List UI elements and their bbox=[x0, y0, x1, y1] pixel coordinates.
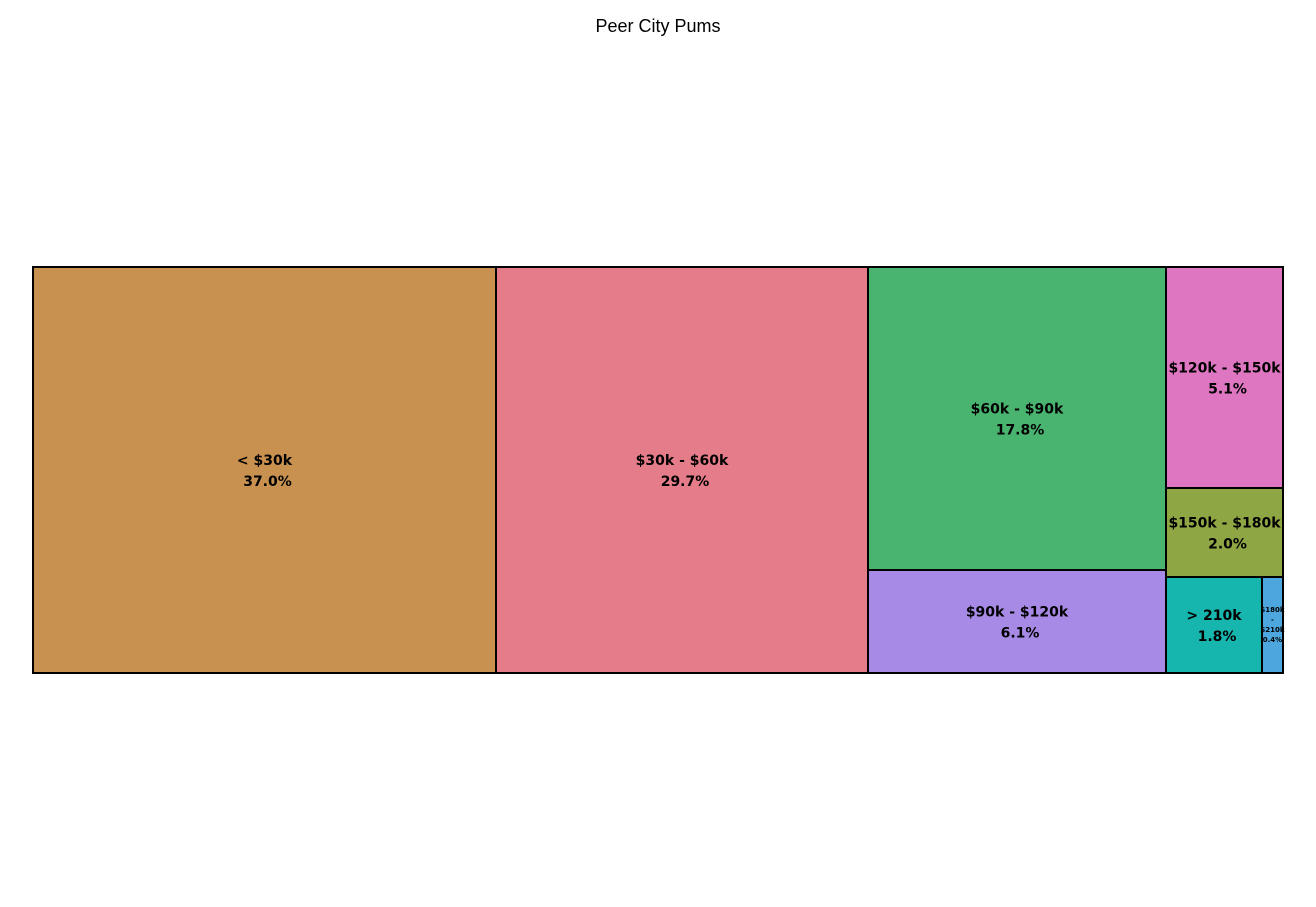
tile-30k-60k-label: $30k - $60k bbox=[636, 453, 729, 469]
tile-90k-120k-value: 6.1% bbox=[1001, 626, 1040, 642]
tile-180k-210k-label: $180k bbox=[1260, 606, 1284, 614]
tile-150k-180k bbox=[1165, 487, 1284, 578]
tile-30k-60k bbox=[495, 266, 869, 674]
tile-120k-150k-label: $120k - $150k bbox=[1168, 361, 1281, 377]
tile-180k-210k-value: 0.4% bbox=[1263, 636, 1282, 644]
tile-210k bbox=[1165, 576, 1263, 674]
tile-90k-120k-label: $90k - $120k bbox=[966, 605, 1069, 621]
tile-30k-label: < $30k bbox=[237, 453, 293, 469]
tile-30k-rect bbox=[32, 266, 497, 674]
tile-150k-180k-rect bbox=[1165, 487, 1284, 578]
tile-60k-90k bbox=[867, 266, 1167, 571]
tile-180k-210k bbox=[1261, 576, 1284, 674]
tile-180k-210k-label: - bbox=[1271, 616, 1274, 624]
tile-180k-210k-rect bbox=[1261, 576, 1284, 674]
tile-150k-180k-label: $150k - $180k bbox=[1168, 516, 1281, 532]
tile-120k-150k-value: 5.1% bbox=[1208, 382, 1247, 398]
tile-180k-210k-label: $210k bbox=[1260, 626, 1284, 634]
tile-120k-150k-rect bbox=[1165, 266, 1284, 489]
tile-90k-120k bbox=[867, 569, 1167, 674]
tile-30k-60k-rect bbox=[495, 266, 869, 674]
tile-90k-120k-rect bbox=[867, 569, 1167, 674]
tile-210k-rect bbox=[1165, 576, 1263, 674]
tile-60k-90k-value: 17.8% bbox=[996, 423, 1045, 439]
tile-60k-90k-label: $60k - $90k bbox=[971, 402, 1064, 418]
tile-210k-value: 1.8% bbox=[1198, 629, 1237, 645]
tile-210k-label: > 210k bbox=[1186, 608, 1242, 624]
tile-150k-180k-value: 2.0% bbox=[1208, 537, 1247, 553]
tile-30k-60k-value: 29.7% bbox=[661, 474, 710, 490]
tile-60k-90k-rect bbox=[867, 266, 1167, 571]
tile-120k-150k bbox=[1165, 266, 1284, 489]
tile-30k-value: 37.0% bbox=[243, 474, 292, 490]
chart-title: Peer City Pums bbox=[595, 16, 721, 36]
tile-30k bbox=[32, 266, 497, 674]
